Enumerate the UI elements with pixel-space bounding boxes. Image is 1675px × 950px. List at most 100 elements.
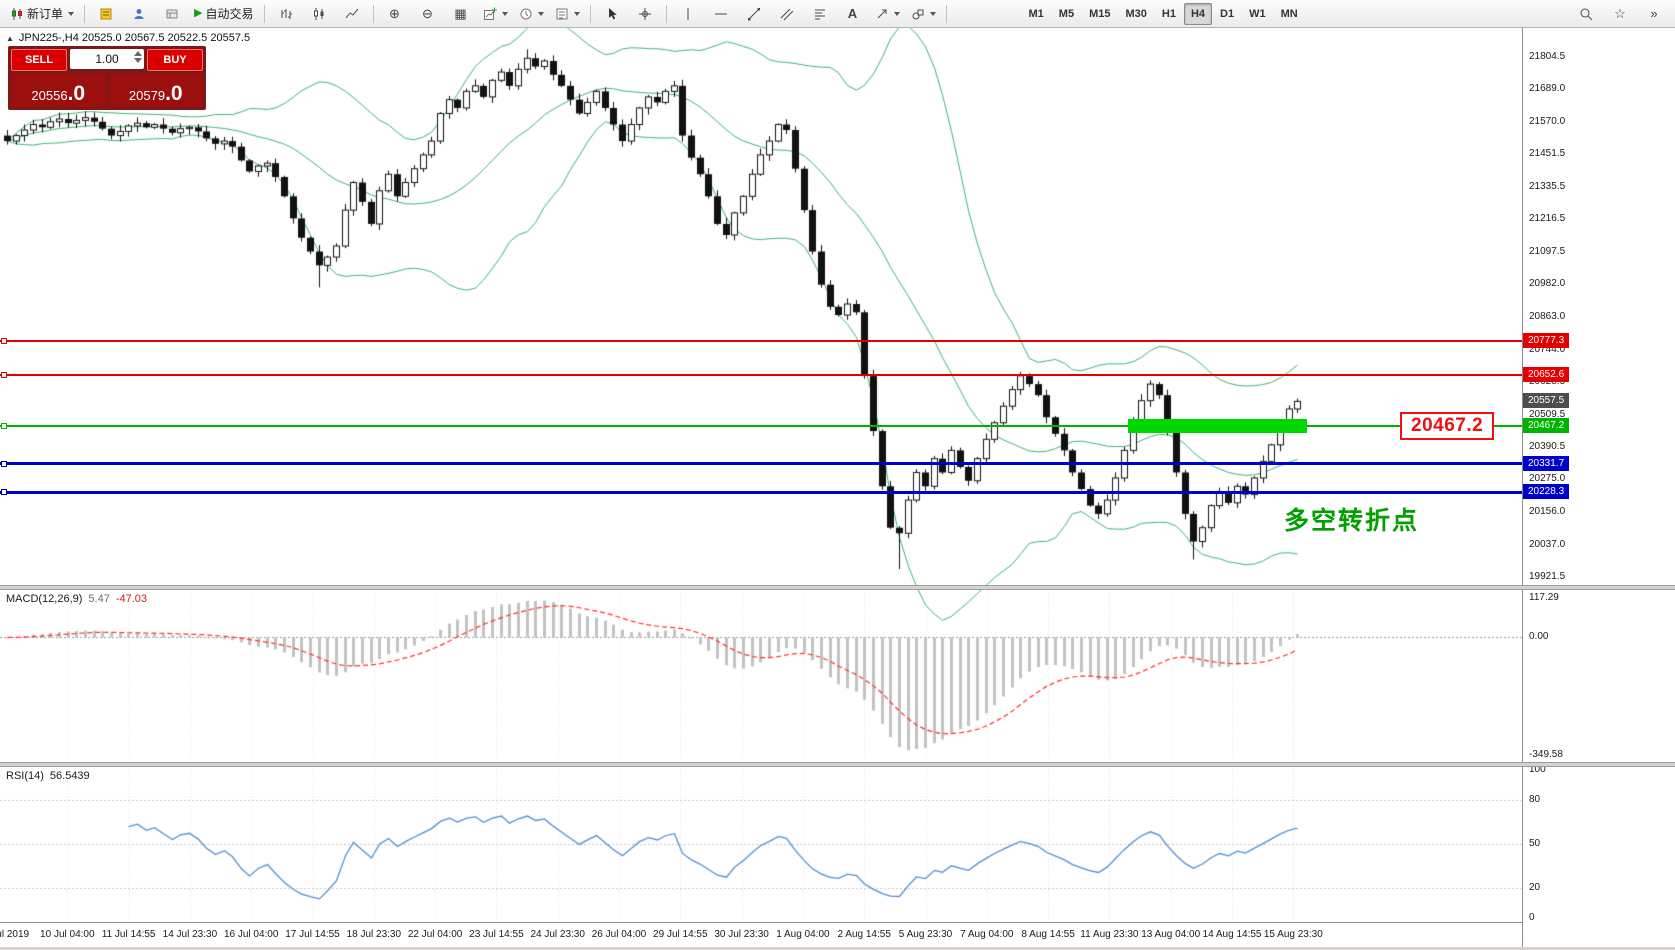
sell-button[interactable]: SELL [11, 49, 67, 71]
tile-windows-button[interactable]: ▦ [445, 2, 477, 26]
line-handle-icon[interactable] [1, 489, 7, 496]
channel-icon [780, 7, 794, 21]
buy-button[interactable]: BUY [147, 49, 203, 71]
rsi-scale-label: 0 [1529, 912, 1535, 923]
fibonacci-icon [814, 7, 825, 21]
arrows-button[interactable] [870, 2, 905, 26]
line-handle-icon[interactable] [1, 337, 7, 344]
search-button[interactable] [1570, 2, 1602, 26]
toolbar-overflow-button[interactable]: » [1638, 2, 1670, 26]
time-label: 14 Jul 23:30 [162, 929, 218, 940]
vertical-line-button[interactable] [672, 2, 704, 26]
chart-title-row: ▲ JPN225-,H4 20525.0 20567.5 20522.5 205… [6, 32, 250, 44]
time-label: 30 Jul 23:30 [714, 929, 769, 940]
navigator-icon [134, 8, 144, 19]
fibonacci-button[interactable] [804, 2, 836, 26]
line-handle-icon[interactable] [1, 460, 7, 467]
market-watch-button[interactable] [90, 2, 122, 26]
bar-chart-button[interactable] [270, 2, 302, 26]
buy-price-display[interactable]: 20579 .0 [108, 74, 203, 107]
timeframe-button-h1[interactable]: H1 [1161, 7, 1176, 20]
time-label: 24 Jul 23:30 [530, 929, 585, 940]
trendline-button[interactable] [738, 2, 770, 26]
one-click-trade-panel: SELL 1.00 BUY 20556 .0 20579 .0 [8, 46, 206, 110]
price-tick: 21804.5 [1529, 51, 1566, 62]
zoom-out-button[interactable]: ⊖ [412, 2, 444, 26]
timeframe-button-mn[interactable]: MN [1280, 7, 1298, 20]
line-handle-icon[interactable] [1, 372, 7, 379]
templates-button[interactable] [550, 2, 585, 26]
volume-down-icon[interactable] [134, 58, 142, 63]
time-label: 7 Aug 04:00 [960, 929, 1014, 940]
new-order-button[interactable]: 新订单 [5, 2, 79, 26]
terminal-button[interactable] [156, 2, 188, 26]
crosshair-button[interactable] [629, 2, 661, 26]
timeframe-button-m15[interactable]: M15 [1089, 7, 1111, 20]
panel-divider[interactable] [0, 762, 1675, 767]
level-line[interactable] [0, 339, 1522, 342]
vertical-line-icon [681, 7, 695, 21]
line-chart-button[interactable] [336, 2, 368, 26]
price-tick: 19921.5 [1529, 571, 1566, 582]
cursor-button[interactable] [596, 2, 628, 26]
bar-chart-icon [279, 7, 293, 21]
toolbar-separator [372, 4, 374, 23]
price-badge: 20777.3 [1523, 332, 1570, 348]
navigator-button[interactable] [123, 2, 155, 26]
time-label: 1 Aug 04:00 [776, 929, 830, 940]
line-handle-icon[interactable] [1, 423, 7, 430]
autotrade-button[interactable]: ▶ 自动交易 [189, 2, 258, 26]
periods-button[interactable] [514, 2, 549, 26]
time-label: 23 Jul 14:55 [469, 929, 524, 940]
support-zone-rectangle[interactable] [1128, 419, 1307, 434]
level-line[interactable] [0, 462, 1522, 466]
price-tick: 20037.0 [1529, 539, 1566, 551]
channel-button[interactable] [771, 2, 803, 26]
timeframe-button-w1[interactable]: W1 [1249, 7, 1266, 20]
line-chart-icon [345, 7, 359, 21]
volume-up-icon[interactable] [134, 51, 142, 56]
price-tick: 20275.0 [1529, 473, 1566, 485]
timeframe-button-m30[interactable]: M30 [1125, 7, 1147, 20]
price-tick: 20509.5 [1529, 408, 1566, 420]
text-tool-button[interactable]: A [837, 2, 869, 26]
turning-point-annotation[interactable]: 多空转折点 [1284, 501, 1419, 537]
level-line[interactable] [0, 374, 1522, 377]
zoom-in-button[interactable]: ⊕ [379, 2, 411, 26]
timeframe-button-d1[interactable]: D1 [1220, 7, 1235, 20]
panel-divider[interactable] [0, 585, 1675, 590]
panel-collapse-icon[interactable]: ▲ [6, 33, 14, 43]
sell-price-display[interactable]: 20556 .0 [11, 74, 106, 107]
new-chart-button[interactable] [478, 2, 513, 26]
shapes-button[interactable] [906, 2, 941, 26]
macd-label: MACD(12,26,9) 5.47 -47.03 [6, 593, 147, 605]
rsi-label: RSI(14) 56.5439 [6, 770, 90, 782]
toolbar-separator [84, 4, 86, 23]
favorites-button[interactable]: ☆ [1604, 2, 1636, 26]
volume-input[interactable]: 1.00 [70, 49, 144, 69]
timeframe-button-m5[interactable]: M5 [1058, 7, 1075, 20]
macd-scale-label: -349.58 [1529, 749, 1563, 760]
cursor-icon [608, 7, 617, 19]
level-line[interactable] [0, 425, 1522, 428]
price-scale[interactable]: 21804.5 21689.0 21570.0 21451.5 21335.5 21216… [1522, 28, 1675, 950]
toolbar-separator [945, 4, 947, 23]
price-tick: 20863.0 [1529, 311, 1566, 322]
time-label: 2 Aug 14:55 [837, 929, 891, 940]
horizontal-line-button[interactable] [705, 2, 737, 26]
price-tick: 21570.0 [1529, 115, 1566, 127]
price-badge: 20467.2 [1523, 418, 1570, 434]
price-level-label[interactable]: 20467.2 [1400, 412, 1495, 441]
terminal-icon [165, 7, 179, 21]
toolbar-separator [263, 4, 265, 23]
timeframe-button-m1[interactable]: M1 [1028, 7, 1044, 20]
level-line[interactable] [0, 490, 1522, 494]
time-label: 11 Jul 14:55 [101, 929, 156, 940]
candlestick-chart-button[interactable] [303, 2, 335, 26]
timeframe-button-h4[interactable]: H4 [1183, 2, 1212, 25]
price-tick: 21451.5 [1529, 148, 1566, 160]
price-tick: 20744.0 [1529, 343, 1566, 355]
price-badge: 20228.3 [1523, 484, 1570, 500]
time-axis[interactable]: 8 Jul 2019 10 Jul 04:00 11 Jul 14:55 14 Jul… [0, 922, 1522, 948]
